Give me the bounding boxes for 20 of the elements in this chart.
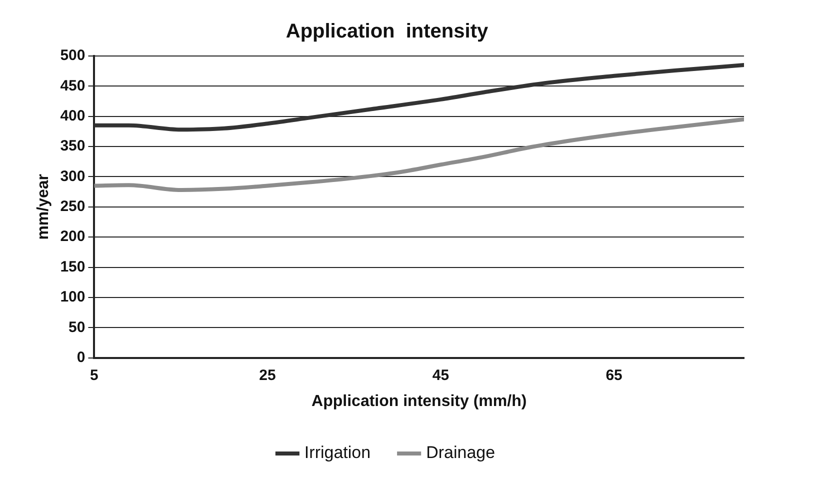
y-tick-label: 400 [60, 108, 86, 124]
legend-label: Drainage [426, 443, 496, 462]
y-tick-label: 200 [60, 228, 86, 246]
x-tick-label: 5 [90, 366, 98, 384]
x-axis-title: Application intensity (mm/h) [312, 392, 527, 410]
y-tick-label: 100 [60, 288, 86, 306]
y-tick-label: 300 [60, 168, 86, 185]
chart-title: Application intensity [286, 20, 489, 43]
y-tick-label: 50 [68, 318, 86, 336]
x-tick-label: 45 [432, 366, 450, 384]
x-tick-label: 65 [606, 366, 622, 384]
y-tick-label: 500 [60, 47, 86, 64]
y-tick-label: 350 [60, 138, 86, 155]
y-tick-label: 150 [60, 258, 86, 276]
y-axis-title: mm/year [35, 174, 52, 240]
y-tick-label: 250 [60, 198, 86, 216]
x-tick-label: 25 [259, 366, 276, 384]
legend-label: Irrigation [304, 443, 371, 462]
y-tick-label: 450 [60, 77, 86, 94]
y-tick-label: 0 [76, 348, 86, 366]
